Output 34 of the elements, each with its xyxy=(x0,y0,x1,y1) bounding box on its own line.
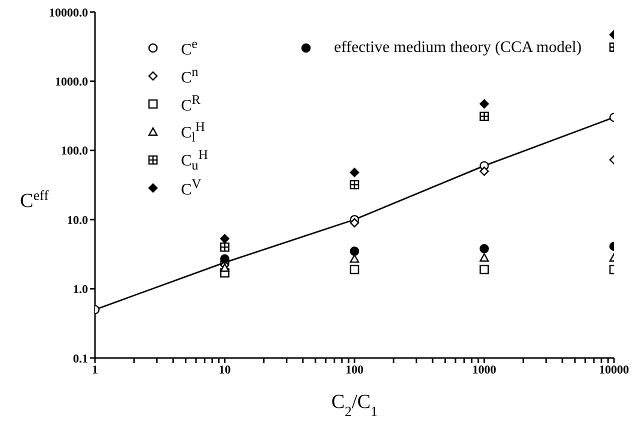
y-tick-label: 100.0 xyxy=(61,144,88,158)
legend-label: effective medium theory (CCA model) xyxy=(334,39,582,57)
x-tick-label: 10000 xyxy=(599,362,629,377)
point xyxy=(350,254,360,263)
y-tick-label: 0.1 xyxy=(73,351,88,366)
point xyxy=(220,263,230,272)
y-tick-label: 10.0 xyxy=(67,212,88,227)
legend-label: C$^{R}$ xyxy=(181,92,201,116)
x-tick-label: 100 xyxy=(346,362,364,377)
legend-label: C$^{V}$ xyxy=(181,176,202,200)
y-tick-label: 10000.0 xyxy=(49,5,88,20)
x-tick-label: 1000 xyxy=(472,362,496,377)
x-tick-label: 10 xyxy=(218,362,231,377)
point xyxy=(220,234,230,244)
point xyxy=(350,246,360,256)
x-axis-title: C$_{2}$/C$_{1}$ xyxy=(331,391,378,420)
point xyxy=(350,264,360,274)
point xyxy=(480,99,489,109)
point xyxy=(350,168,360,178)
point xyxy=(220,254,230,264)
point xyxy=(480,253,489,262)
x-tick-label: 1 xyxy=(92,362,98,377)
point xyxy=(480,166,489,176)
legend-label: C$^{e}$ xyxy=(181,36,198,60)
point xyxy=(220,242,230,252)
point xyxy=(480,264,489,274)
point xyxy=(350,218,360,228)
y-tick-label: 1.0 xyxy=(73,282,88,296)
legend-label: C$^{n}$ xyxy=(181,64,198,88)
point xyxy=(480,244,489,254)
y-tick-label: 1000.0 xyxy=(55,74,88,88)
point xyxy=(480,112,489,122)
point xyxy=(350,180,360,190)
y-axis-title: C$^{eff}$ xyxy=(20,188,49,212)
